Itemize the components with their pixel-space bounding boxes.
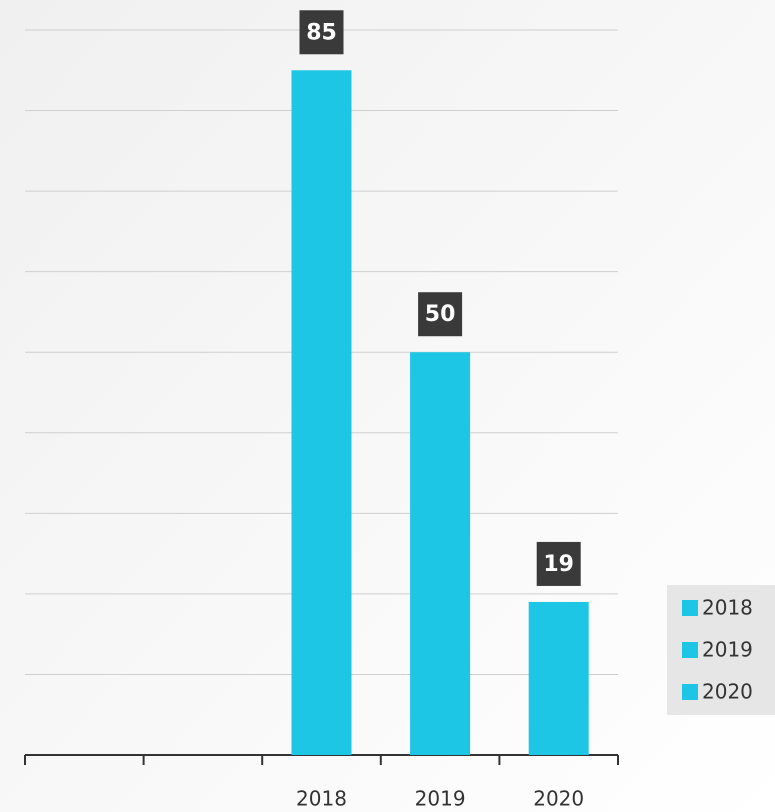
legend-label: 2019 <box>702 638 753 662</box>
bar <box>291 70 352 756</box>
data-label: 50 <box>425 302 456 327</box>
data-label-box <box>536 541 581 586</box>
x-tick-label: 2018 <box>296 787 347 811</box>
bar <box>410 352 471 755</box>
x-tick-label: 2020 <box>533 787 584 811</box>
bar <box>528 601 589 755</box>
legend-label: 2018 <box>702 596 753 620</box>
data-label: 85 <box>306 20 337 45</box>
legend-swatch <box>682 642 698 658</box>
legend-swatch <box>682 600 698 616</box>
x-tick-label: 2019 <box>415 787 466 811</box>
data-label-box <box>299 10 344 55</box>
data-label: 19 <box>543 552 574 577</box>
data-label-box <box>418 292 463 337</box>
legend-label: 2020 <box>702 680 753 704</box>
legend-swatch <box>682 684 698 700</box>
